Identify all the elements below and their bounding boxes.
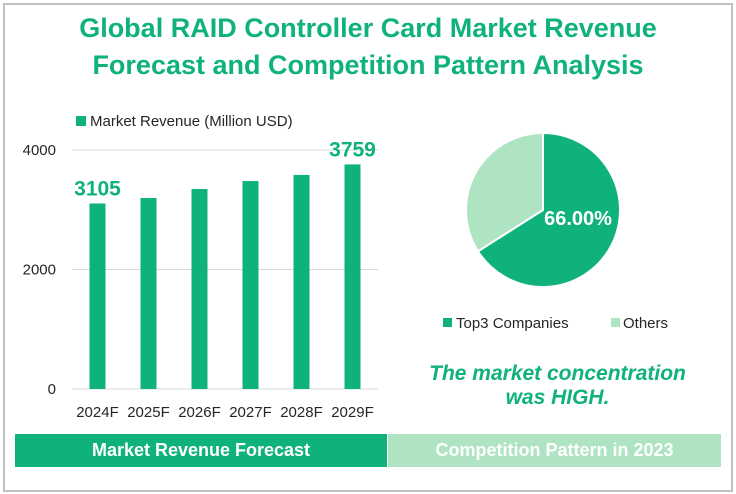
y-tick-label: 4000 <box>23 142 56 159</box>
banner-market-revenue: Market Revenue Forecast <box>15 434 387 467</box>
bar-legend-swatch <box>76 116 86 126</box>
bar-data-label: 3759 <box>329 138 376 161</box>
bar-2024F <box>89 203 106 389</box>
pie-legend-label-others: Others <box>623 315 668 332</box>
conclusion-line-2: was HIGH. <box>505 386 610 409</box>
title-line-1: Global RAID Controller Card Market Reven… <box>79 13 657 43</box>
pie-legend-label-top3: Top3 Companies <box>456 315 569 332</box>
bar-2027F <box>242 181 259 389</box>
banner-competition: Competition Pattern in 2023 <box>388 434 721 467</box>
bar-2028F <box>293 174 310 389</box>
bar-2025F <box>140 197 157 389</box>
conclusion-line-1: The market concentration <box>429 362 686 385</box>
pie-legend-swatch-others <box>611 318 620 327</box>
pie-slice-others <box>465 131 544 253</box>
x-tick-label: 2026F <box>178 404 221 421</box>
bar-chart: Market Revenue (Million USD) 0 2000 4000 2… <box>23 113 378 421</box>
y-tick-label: 2000 <box>23 262 56 279</box>
bar-data-label: 3105 <box>74 177 121 200</box>
x-tick-label: 2024F <box>76 404 119 421</box>
pie-chart: 66.00% Top3 Companies Others <box>443 131 668 332</box>
bar-2029F <box>344 164 361 389</box>
x-tick-label: 2029F <box>331 404 374 421</box>
pie-slice-top3-companies <box>476 131 621 288</box>
pie-data-label: 66.00% <box>544 208 612 230</box>
x-tick-label: 2025F <box>127 404 170 421</box>
bar-legend-label: Market Revenue (Million USD) <box>90 113 293 130</box>
x-tick-label: 2028F <box>280 404 323 421</box>
bar-2026F <box>191 189 208 389</box>
y-tick-label: 0 <box>48 381 56 398</box>
conclusion-text: The market concentration was HIGH. <box>390 362 725 410</box>
page-title: Global RAID Controller Card Market Reven… <box>0 10 736 84</box>
pie-legend-swatch-top3 <box>443 318 452 327</box>
title-line-2: Forecast and Competition Pattern Analysi… <box>92 50 644 80</box>
x-tick-label: 2027F <box>229 404 272 421</box>
